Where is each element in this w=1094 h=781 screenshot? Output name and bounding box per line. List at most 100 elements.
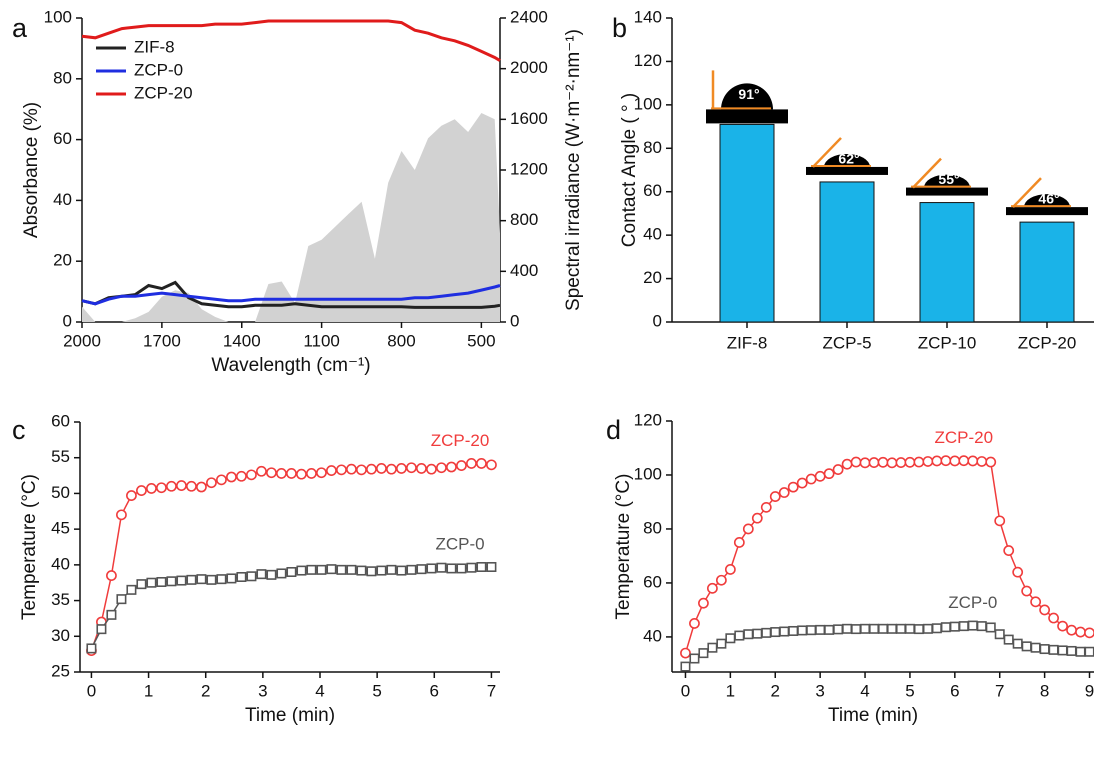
- x-tick-label: 8: [1040, 681, 1049, 700]
- marker: [356, 565, 367, 576]
- y-tick-label: 140: [634, 7, 662, 26]
- marker: [742, 523, 754, 535]
- bar: [719, 123, 775, 323]
- marker: [851, 624, 862, 635]
- marker: [486, 459, 497, 471]
- y-tick-label: 40: [643, 225, 662, 244]
- marker: [761, 627, 772, 638]
- series-label: ZCP-0: [435, 534, 484, 553]
- marker: [286, 468, 297, 479]
- y-tick-label: 55: [51, 447, 70, 466]
- x-tick-label: 800: [387, 331, 415, 350]
- marker: [146, 483, 157, 494]
- x-tick-label: 1: [144, 681, 153, 700]
- marker: [814, 470, 826, 482]
- marker: [206, 477, 217, 489]
- marker: [186, 480, 197, 492]
- marker: [86, 643, 97, 654]
- marker: [949, 621, 960, 632]
- bar: [919, 202, 975, 323]
- marker: [176, 575, 187, 586]
- y-axis-title: Absorbance (%): [21, 102, 42, 238]
- marker: [276, 468, 287, 479]
- marker: [725, 633, 736, 644]
- marker: [985, 456, 997, 468]
- marker: [246, 469, 257, 481]
- marker: [316, 564, 327, 575]
- x-tick-label: ZCP-10: [918, 333, 977, 352]
- marker: [436, 562, 447, 573]
- substrate: [1006, 207, 1088, 216]
- marker: [895, 457, 907, 468]
- x-tick-label: 4: [315, 681, 324, 700]
- y-tick-label: 25: [51, 661, 70, 680]
- y2-tick-label: 1600: [510, 109, 548, 128]
- legend-label: ZCP-20: [134, 83, 193, 102]
- marker: [689, 653, 700, 664]
- y-tick-label: 60: [643, 181, 662, 200]
- marker: [1021, 585, 1033, 597]
- marker: [336, 564, 347, 575]
- y-tick-label: 60: [53, 129, 72, 148]
- y-tick-label: 120: [634, 51, 662, 70]
- marker: [466, 562, 477, 573]
- marker: [376, 565, 387, 576]
- y-tick-label: 0: [63, 311, 72, 330]
- marker: [895, 623, 906, 634]
- panel-letter: b: [612, 13, 627, 43]
- marker: [416, 463, 427, 474]
- series-line: [81, 280, 501, 309]
- x-tick-label: 0: [87, 681, 96, 700]
- x-tick-label: ZIF-8: [727, 333, 768, 352]
- x-tick-label: 2: [201, 681, 210, 700]
- x-tick-label: 6: [430, 681, 439, 700]
- marker: [236, 470, 247, 482]
- marker: [416, 564, 427, 575]
- marker: [106, 570, 117, 581]
- marker: [931, 455, 943, 467]
- x-tick-label: 1100: [303, 331, 340, 350]
- marker: [958, 455, 970, 467]
- series-line: [81, 19, 501, 62]
- marker: [922, 456, 934, 467]
- y-tick-label: 100: [44, 7, 72, 26]
- y-tick-label: 100: [634, 94, 662, 113]
- marker: [833, 624, 844, 635]
- droplet: [824, 153, 870, 167]
- marker: [366, 566, 377, 577]
- marker: [805, 473, 817, 485]
- marker: [426, 563, 437, 574]
- marker: [752, 628, 763, 639]
- bar: [1019, 221, 1075, 323]
- marker: [376, 463, 387, 474]
- panel-letter: d: [606, 415, 621, 445]
- y2-tick-label: 1200: [510, 159, 548, 178]
- angle-annotation: 46°: [1038, 191, 1059, 207]
- marker: [306, 468, 317, 479]
- marker: [326, 564, 337, 575]
- marker: [1057, 645, 1068, 656]
- marker: [1075, 646, 1086, 657]
- marker: [446, 563, 457, 574]
- marker: [146, 577, 157, 588]
- marker: [751, 512, 763, 524]
- y-tick-label: 40: [53, 190, 72, 209]
- marker: [680, 647, 691, 659]
- marker: [788, 625, 799, 636]
- x-tick-label: 500: [467, 331, 495, 350]
- marker: [396, 565, 407, 576]
- substrate: [706, 109, 788, 124]
- y-tick-label: 20: [53, 251, 72, 270]
- marker: [386, 463, 397, 475]
- x-tick-label: 7: [487, 681, 496, 700]
- marker: [778, 487, 790, 498]
- marker: [126, 490, 137, 501]
- marker: [476, 458, 487, 469]
- y-tick-label: 60: [51, 411, 70, 430]
- y-tick-label: 80: [643, 138, 662, 157]
- x-tick-label: 1700: [143, 331, 181, 350]
- legend-label: ZIF-8: [134, 37, 175, 56]
- marker: [1039, 604, 1051, 616]
- y-tick-label: 0: [653, 311, 662, 330]
